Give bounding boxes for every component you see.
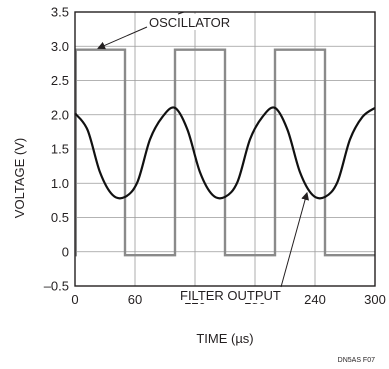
plot-frame [74, 11, 376, 287]
figure-id: DN5AS F07 [338, 357, 375, 364]
y-tick-label: 2.0 [51, 107, 69, 122]
y-tick-label: 1.0 [51, 176, 69, 191]
oscillator-leader [177, 11, 185, 15]
x-tick-label: 240 [304, 292, 326, 307]
x-tick-label: 60 [128, 292, 142, 307]
series-oscillator-line [74, 48, 375, 257]
y-tick-label: 0 [62, 244, 69, 259]
y-tick-label: –0.5 [44, 279, 69, 294]
y-tick-label: 3.0 [51, 39, 69, 54]
y-axis-ticks: –0.5 0 0.5 1.0 1.5 2.0 2.5 3.0 3.5 [44, 5, 69, 294]
filter-output-arrow [280, 191, 309, 288]
plot-series [74, 48, 376, 257]
x-tick-label: 0 [71, 292, 78, 307]
y-tick-label: 0.5 [51, 210, 69, 225]
oscillator-annotation: OSCILLATOR [149, 15, 230, 30]
filter-output-annotation: FILTER OUTPUT [180, 288, 281, 303]
oscillator-label-bg [146, 14, 232, 30]
oscillator-arrow [97, 26, 148, 50]
x-axis-title: TIME (µs) [196, 331, 253, 346]
y-axis-title: VOLTAGE (V) [12, 138, 27, 218]
series-filter-output-line [74, 106, 376, 200]
y-tick-label: 3.5 [51, 5, 69, 20]
annotations: OSCILLATOR FILTER OUTPUT [97, 11, 309, 303]
filter-output-label-bg [178, 287, 282, 303]
y-tick-label: 2.5 [51, 73, 69, 88]
y-tick-label: 1.5 [51, 142, 69, 157]
x-tick-label: 300 [364, 292, 386, 307]
